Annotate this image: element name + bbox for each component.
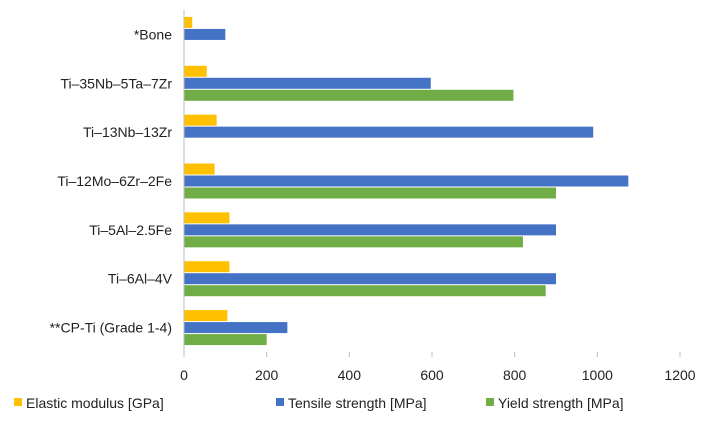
bar-tensile-strength-mpa-0 — [184, 28, 226, 40]
bar-elastic-modulus-gpa-0 — [184, 16, 193, 28]
legend-label-yield-strength-mpa: Yield strength [MPa] — [498, 395, 624, 411]
category-label: **CP-Ti (Grade 1-4) — [50, 320, 172, 336]
bar-elastic-modulus-gpa-2 — [184, 114, 217, 126]
category-label: Ti–5Al–2.5Fe — [89, 222, 172, 238]
legend-swatch-tensile-strength-mpa — [276, 398, 284, 406]
x-tick-label: 1200 — [664, 367, 695, 383]
bar-yield-strength-mpa-6 — [184, 334, 267, 346]
category-label: Ti–35Nb–5Ta–7Zr — [60, 75, 172, 91]
bar-tensile-strength-mpa-5 — [184, 273, 556, 285]
bar-yield-strength-mpa-5 — [184, 285, 546, 297]
bar-yield-strength-mpa-1 — [184, 89, 514, 101]
legend-swatch-elastic-modulus-gpa — [14, 398, 22, 406]
bar-elastic-modulus-gpa-5 — [184, 261, 230, 273]
bar-yield-strength-mpa-3 — [184, 187, 556, 199]
x-tick-label: 600 — [420, 367, 444, 383]
bar-tensile-strength-mpa-3 — [184, 175, 629, 187]
bar-tensile-strength-mpa-2 — [184, 126, 594, 138]
bar-elastic-modulus-gpa-6 — [184, 310, 228, 322]
bar-elastic-modulus-gpa-1 — [184, 65, 207, 77]
bar-elastic-modulus-gpa-4 — [184, 212, 230, 224]
bar-tensile-strength-mpa-4 — [184, 224, 556, 236]
category-label: *Bone — [134, 26, 172, 42]
legend-label-tensile-strength-mpa: Tensile strength [MPa] — [288, 395, 427, 411]
legend: Elastic modulus [GPa] Tensile strength [M… — [14, 395, 624, 411]
x-tick-label: 1000 — [582, 367, 613, 383]
x-axis-ticks: 0 200 400 600 800 1000 1200 — [180, 352, 696, 383]
legend-swatch-yield-strength-mpa — [486, 398, 494, 406]
x-tick-label: 400 — [338, 367, 362, 383]
bar-tensile-strength-mpa-1 — [184, 77, 431, 89]
category-label: Ti–13Nb–13Zr — [83, 124, 172, 140]
x-tick-label: 200 — [255, 367, 279, 383]
bars-group — [184, 16, 629, 346]
legend-label-elastic-modulus-gpa: Elastic modulus [GPa] — [26, 395, 164, 411]
bar-elastic-modulus-gpa-3 — [184, 163, 215, 175]
category-labels: *Bone Ti–35Nb–5Ta–7Zr Ti–13Nb–13Zr Ti–12Mo–… — [50, 26, 173, 335]
x-tick-label: 0 — [180, 367, 188, 383]
x-tick-label: 800 — [503, 367, 527, 383]
bar-yield-strength-mpa-4 — [184, 236, 523, 248]
category-label: Ti–6Al–4V — [108, 271, 173, 287]
category-label: Ti–12Mo–6Zr–2Fe — [57, 173, 172, 189]
bar-tensile-strength-mpa-6 — [184, 322, 288, 334]
